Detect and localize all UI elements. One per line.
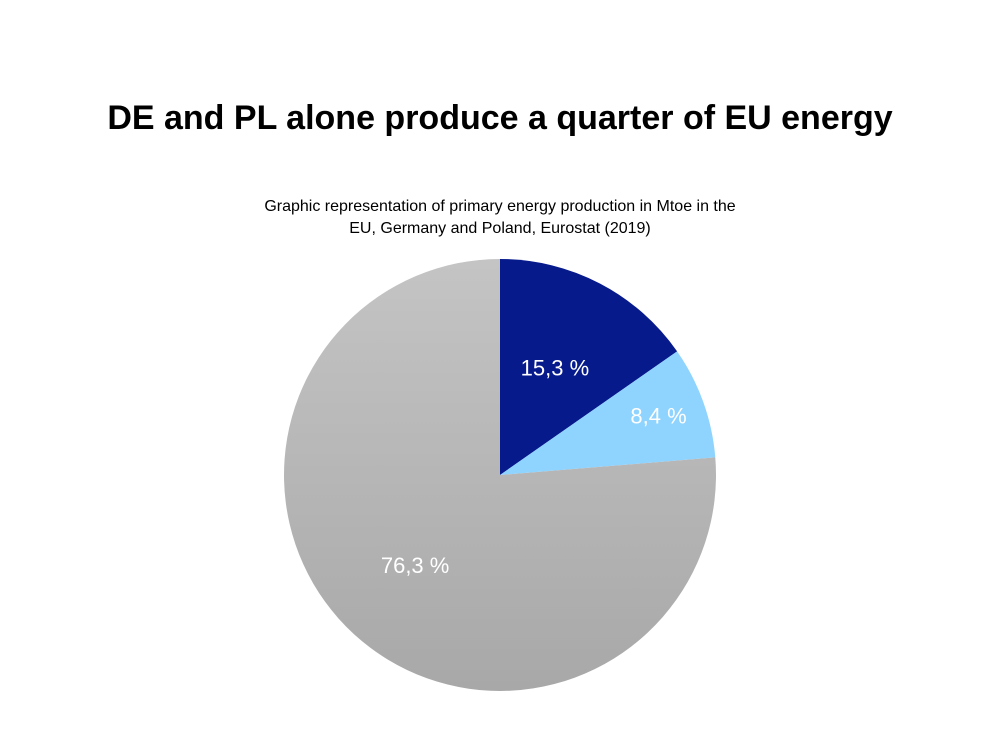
- slide-title: DE and PL alone produce a quarter of EU …: [107, 99, 893, 137]
- pie-slice: [284, 259, 716, 691]
- slice-label: 76,3 %: [381, 553, 450, 578]
- pie-slices: [284, 259, 716, 691]
- slice-label: 15,3 %: [521, 355, 590, 380]
- chart-subtitle: Graphic representation of primary energy…: [264, 198, 736, 237]
- slice-label: 8,4 %: [630, 404, 686, 429]
- pie-slice: [500, 351, 716, 475]
- pie-slice: [500, 259, 678, 475]
- pie-labels: 15,3 % 8,4 % 76,3 %: [381, 355, 687, 577]
